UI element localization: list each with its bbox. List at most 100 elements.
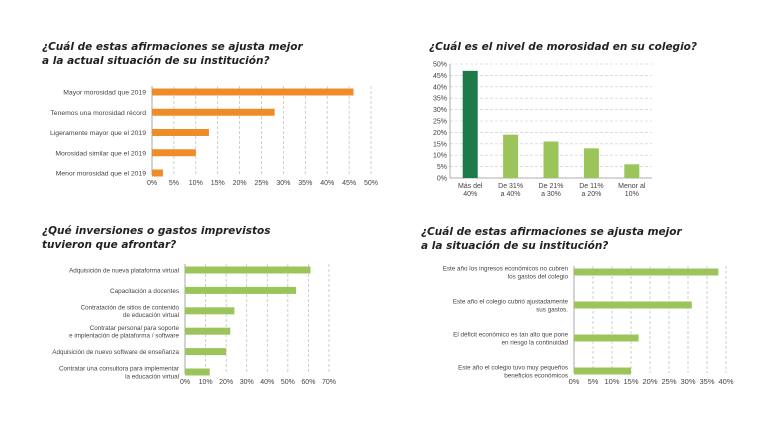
x-tick-label: 25% — [254, 180, 268, 187]
x-tick-label: 0% — [569, 377, 580, 386]
x-tick-label: 10% — [199, 379, 213, 386]
x-tick-label: 35% — [298, 180, 312, 187]
bar — [574, 367, 631, 375]
y-tick-label: 20% — [433, 130, 447, 137]
x-tick-label: 45% — [342, 180, 356, 187]
y-tick-label: 10% — [433, 153, 447, 160]
category-label: Este año el colegio tuvo muy pequeños — [458, 365, 568, 372]
y-tick-label: 35% — [433, 96, 447, 103]
category-label: a 30% — [541, 191, 561, 198]
chart-panel-situacion-institucion: ¿Cuál de estas afirmaciones se ajusta me… — [384, 211, 768, 422]
chart-title: ¿Qué inversiones o gastos imprevistos tu… — [42, 225, 271, 251]
x-tick-label: 40% — [718, 377, 733, 386]
chart-svg: 0%5%10%15%20%25%30%35%40%45%50%Más del40… — [433, 62, 652, 198]
bar — [152, 108, 275, 116]
bar — [152, 149, 196, 157]
y-tick-label: 40% — [433, 84, 447, 91]
bar — [503, 134, 519, 178]
bar — [462, 70, 478, 178]
x-tick-label: 60% — [301, 379, 315, 386]
category-label: a 20% — [581, 191, 601, 198]
bar — [583, 148, 599, 178]
category-label: De 11% — [579, 183, 603, 190]
x-tick-label: 20% — [219, 379, 233, 386]
y-tick-label: 30% — [433, 107, 447, 114]
x-tick-label: 5% — [588, 377, 599, 386]
bar — [185, 368, 210, 376]
category-label: de educación virtual — [123, 312, 179, 319]
category-label: Menor morosidad que el 2019 — [56, 171, 147, 178]
x-tick-label: 0% — [147, 180, 157, 187]
y-tick-label: 0% — [437, 176, 447, 183]
bar — [152, 129, 209, 136]
x-tick-label: 10% — [189, 180, 203, 187]
category-label: Ligeramente mayor que el 2019 — [50, 130, 146, 137]
chart-svg: 0% 5% 10% 15% 20% 25% 30% 35% 40% 45% 50% Mayor mor… — [50, 86, 378, 187]
bar — [152, 88, 354, 96]
y-tick-label: 15% — [433, 141, 447, 148]
bar — [185, 348, 227, 356]
x-tick-label: 30% — [240, 379, 254, 386]
category-label: la educación virtual — [125, 373, 179, 380]
bar — [152, 169, 163, 177]
chart-title: ¿Cuál de estas afirmaciones se ajusta me… — [42, 41, 303, 67]
category-label: El déficit económico es tan alto que pon… — [453, 332, 568, 339]
x-tick-label: 50% — [281, 379, 295, 386]
category-label: Contratar personal para soporte — [90, 325, 180, 332]
bar — [574, 334, 639, 342]
category-label: Tenemos una morosidad récord — [50, 110, 146, 117]
x-tick-label: 40% — [320, 180, 334, 187]
y-tick-label: 25% — [433, 119, 447, 126]
bar — [185, 307, 235, 315]
category-label: Adquisición de nueva plataforma virtual — [69, 268, 179, 275]
category-label: e implentación de plataforma / software — [69, 333, 179, 340]
category-label: 10% — [625, 191, 639, 198]
bar — [574, 268, 719, 276]
chart-svg: 0% 5% 10% 15% 20% 25% 30% 35% 40% Este año los in… — [443, 266, 734, 386]
x-tick-label: 20% — [233, 180, 247, 187]
category-label: a 40% — [501, 191, 521, 198]
category-label: De 21% — [539, 183, 564, 190]
chart-panel-morosidad-situacion: ¿Cuál de estas afirmaciones se ajusta me… — [0, 0, 384, 211]
category-label: Más del — [458, 183, 483, 190]
category-label: sus gastos. — [536, 306, 568, 313]
category-label: Menor al — [618, 183, 646, 190]
chart-panel-nivel-morosidad: ¿Cuál es el nivel de morosidad en su col… — [384, 0, 768, 211]
chart-panel-inversiones: ¿Qué inversiones o gastos imprevistos tu… — [0, 211, 384, 422]
bar — [185, 286, 297, 294]
chart-svg: 0% 10% 20% 30% 40% 50% 60% 70% Adquisición de nu… — [52, 264, 336, 386]
x-tick-label: 5% — [169, 180, 179, 187]
chart-title: ¿Cuál de estas afirmaciones se ajusta me… — [421, 226, 682, 252]
category-label: Capacitación a docentes — [110, 288, 179, 295]
x-tick-label: 30% — [276, 180, 290, 187]
category-label: Este año los ingresos económicos no cubr… — [443, 266, 569, 273]
y-tick-label: 50% — [433, 62, 447, 69]
category-label: Contratación de sitios de contenido — [81, 304, 180, 311]
x-tick-label: 0% — [180, 379, 190, 386]
x-tick-label: 15% — [623, 377, 638, 386]
x-tick-label: 35% — [699, 377, 714, 386]
bar — [185, 266, 311, 274]
bar — [624, 164, 640, 178]
x-tick-label: 70% — [322, 379, 336, 386]
category-label: Este año el colegio cubrió ajustadamente — [453, 299, 569, 306]
bar — [543, 141, 559, 178]
category-label: De 31% — [498, 183, 523, 190]
x-tick-label: 25% — [661, 377, 676, 386]
category-label: Mayor morosidad que 2019 — [63, 90, 146, 97]
category-label: en riesgo la continuidad — [501, 339, 568, 346]
category-label: Adquisición de nuevo software de enseñan… — [52, 349, 179, 356]
category-label: beneficios económicos — [504, 372, 568, 379]
x-tick-label: 20% — [642, 377, 657, 386]
x-tick-label: 50% — [364, 180, 378, 187]
category-label: Morosidad similar que el 2019 — [55, 150, 146, 157]
chart-title: ¿Cuál es el nivel de morosidad en su col… — [429, 41, 697, 53]
y-tick-label: 5% — [437, 164, 447, 171]
x-tick-label: 40% — [260, 379, 274, 386]
category-label: los gastos del colegio — [508, 273, 569, 280]
x-tick-label: 15% — [211, 180, 225, 187]
x-tick-label: 30% — [680, 377, 695, 386]
bar — [574, 301, 692, 309]
category-label: 40% — [463, 191, 477, 198]
y-tick-label: 45% — [433, 73, 447, 80]
